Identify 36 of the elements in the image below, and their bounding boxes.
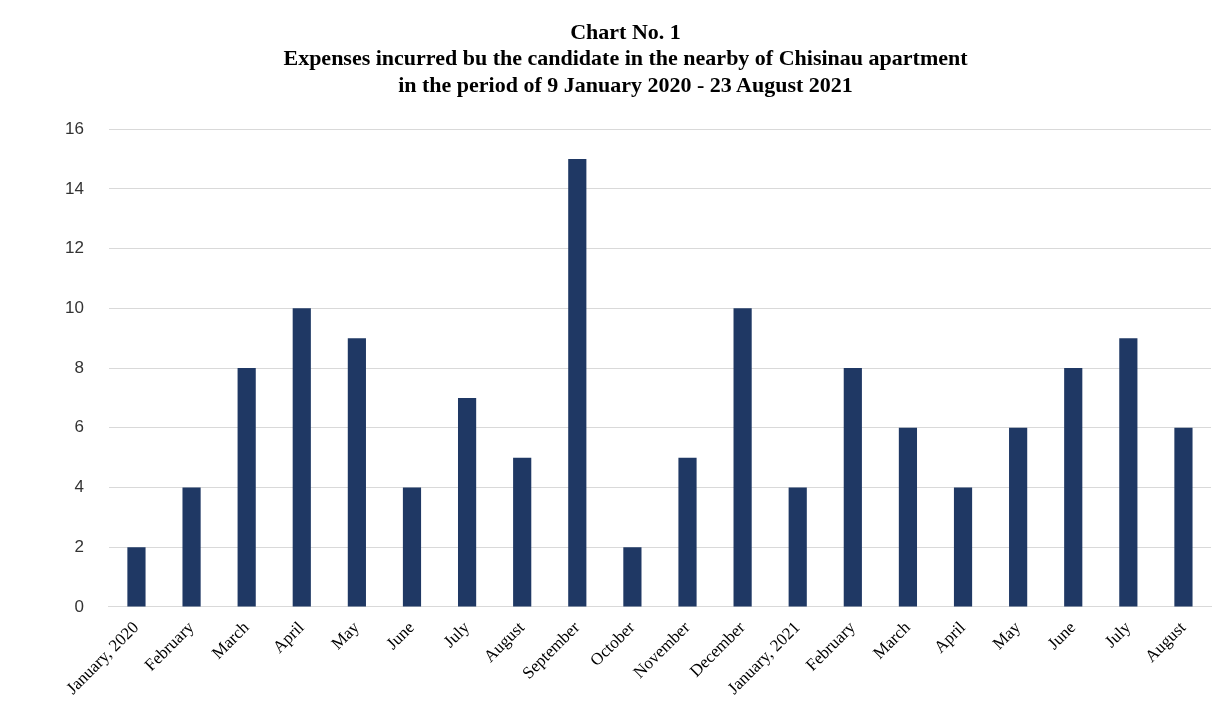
- x-tick-label: July: [439, 617, 474, 652]
- bar: [1064, 368, 1083, 607]
- y-tick-label: 16: [64, 118, 84, 138]
- bar: [347, 338, 366, 607]
- y-tick-label: 4: [74, 477, 84, 497]
- bar: [237, 368, 256, 607]
- y-tick-label: 8: [74, 357, 84, 377]
- x-tick-label: July: [1100, 617, 1135, 652]
- x-tick-label: June: [1043, 617, 1080, 654]
- bar: [513, 457, 532, 607]
- bar: [788, 487, 807, 607]
- bar: [1174, 427, 1193, 607]
- bar: [458, 397, 477, 607]
- bar: [1009, 427, 1028, 607]
- y-tick-label: 0: [74, 596, 84, 616]
- bar: [623, 547, 642, 607]
- y-tick-label: 14: [64, 178, 84, 198]
- bar: [898, 427, 918, 607]
- bar: [402, 487, 422, 607]
- bar: [1119, 338, 1138, 607]
- bar: [953, 487, 973, 607]
- x-tick-label: May: [988, 617, 1025, 654]
- bar: [127, 547, 146, 607]
- y-tick-label: 6: [74, 417, 84, 437]
- chart-title: Chart No. 1 Expenses incurred bu the candidate in the nearby of Chisinau apartment in the period of 9 January 2020 - 23 August 2021: [283, 18, 969, 97]
- bar: [182, 487, 201, 607]
- y-tick-label: 10: [64, 298, 84, 318]
- y-tick-label: 12: [64, 238, 84, 258]
- bar: [843, 368, 862, 607]
- x-tick-label: May: [327, 617, 364, 654]
- bar: [568, 159, 587, 607]
- bar: [292, 308, 311, 607]
- bar: [733, 308, 752, 607]
- bar: [678, 457, 697, 607]
- y-tick-label: 2: [74, 536, 84, 556]
- x-tick-label: June: [382, 617, 418, 654]
